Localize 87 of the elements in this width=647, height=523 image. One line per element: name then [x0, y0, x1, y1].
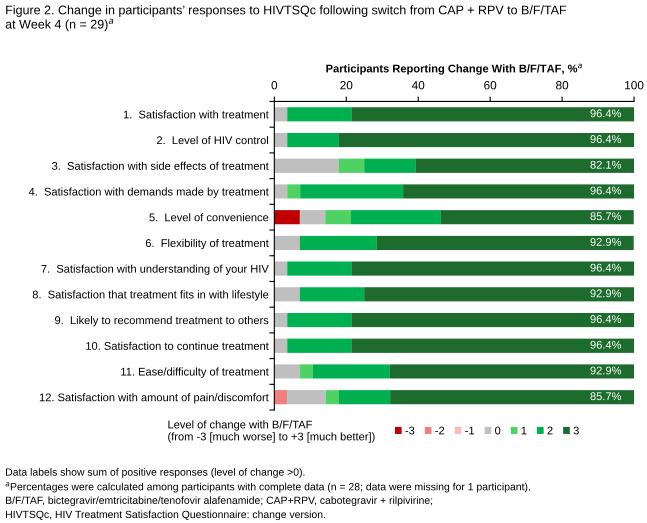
- legend-label: -1: [465, 426, 474, 434]
- annotation: 92.9%: [590, 366, 622, 374]
- bar: [416, 158, 634, 173]
- legend-label: 0: [495, 426, 500, 434]
- annotation: 82.1%: [590, 160, 622, 169]
- bar: [287, 184, 300, 199]
- y-tick-label: 5. Level of convenience: [149, 213, 268, 222]
- bar: [274, 184, 288, 199]
- bar: [338, 132, 634, 148]
- bar: [364, 158, 416, 173]
- bar: [352, 338, 634, 353]
- text: HIVTSQc, HIV Treatment Satisfaction Questionnaire: change version.: [6, 510, 325, 520]
- bar: [300, 287, 364, 302]
- bar: [274, 236, 300, 250]
- annotation: 96.4%: [590, 186, 622, 194]
- bar: [390, 364, 634, 379]
- y-tick-label: 7. Satisfaction with understanding of your HIV: [41, 264, 269, 275]
- y-tick-label: 10. Satisfaction to continue treatment: [86, 342, 269, 350]
- legend-title: Level of change with B/F/TAF (from -3 [much worse] to +3 [much better]): [168, 420, 375, 443]
- bar: [274, 312, 288, 328]
- bar: [312, 364, 390, 379]
- legend-label: 3: [574, 426, 579, 434]
- bar: [403, 184, 634, 199]
- x-tick-label: 40: [412, 81, 424, 90]
- bar: [338, 390, 390, 404]
- bar: [338, 158, 364, 173]
- text: $^{a}$Percentages were calculated among participants with complete data (n = 28; data were missing for 1 participant).: [6, 482, 530, 492]
- x-tick-label: 60: [484, 81, 496, 90]
- bar: [274, 287, 300, 302]
- bar: [364, 287, 634, 302]
- y-tick-label: 11. Ease/difficulty of treatment: [121, 367, 269, 378]
- annotation: 85.7%: [590, 392, 622, 400]
- bar: [274, 364, 300, 379]
- x-tick-label: 80: [556, 81, 568, 90]
- bar: [325, 210, 351, 224]
- y-tick-label: 2. Level of HIV control: [156, 136, 268, 144]
- legend-label: -3: [405, 426, 414, 434]
- y-tick-label: 8. Satisfaction that treatment fits in with lifestyle: [32, 290, 268, 301]
- x-tick-label: 100: [625, 81, 644, 90]
- chart-title: Figure 2. Change in participants’ responses to HIVTSQc following switch from CAP + RPV to B/F/TAF at Week 4 (n = 29)$^{a}$: [6, 5, 566, 32]
- annotation: 96.4%: [590, 109, 622, 118]
- y-tick-label: 3. Satisfaction with side effects of treatment: [52, 162, 269, 170]
- annotation: 96.4%: [590, 135, 622, 144]
- bar: [274, 210, 300, 224]
- y-tick-label: 1. Satisfaction with treatment: [124, 110, 269, 118]
- bar: [274, 390, 288, 404]
- legend-label: -2: [435, 426, 444, 434]
- annotation: 85.7%: [590, 212, 622, 220]
- x-axis-title: Participants Reporting Change With B/F/TAF, %$^{a}$: [326, 64, 582, 75]
- bar: [352, 107, 634, 122]
- bar: [274, 338, 288, 353]
- annotation: 96.4%: [590, 315, 622, 324]
- x-tick-label: 0: [272, 81, 278, 90]
- bar: [274, 132, 288, 148]
- x-tick-label: 20: [340, 81, 352, 90]
- bar: [390, 390, 634, 404]
- bar: [287, 338, 352, 353]
- legend-label: 2: [548, 426, 553, 434]
- bar: [350, 210, 441, 224]
- annotation: 92.9%: [590, 289, 622, 298]
- annotation: 96.4%: [590, 340, 622, 349]
- bar: [287, 262, 352, 276]
- bar: [300, 364, 313, 379]
- bar: [287, 390, 326, 404]
- bar: [376, 236, 634, 250]
- bar: [352, 312, 634, 328]
- bar: [274, 158, 339, 173]
- bar: [300, 236, 377, 250]
- bar: [326, 390, 339, 404]
- bar: [352, 262, 634, 276]
- bar: [287, 107, 352, 122]
- bar: [287, 312, 352, 328]
- bar: [274, 107, 288, 122]
- y-tick-label: 12. Satisfaction with amount of pain/discomfort: [40, 393, 269, 404]
- annotation: 96.4%: [590, 264, 622, 272]
- y-tick-label: 9. Likely to recommend treatment to others: [55, 316, 268, 326]
- text: B/F/TAF, bictegravir/emtricitabine/tenofovir alafenamide; CAP+RPV, cabotegravir + rilpivirine;: [6, 496, 432, 506]
- y-tick-label: 4. Satisfaction with demands made by treatment: [28, 187, 269, 198]
- bar: [287, 132, 339, 148]
- bar: [300, 210, 326, 224]
- bar: [274, 262, 288, 276]
- legend-label: 1: [522, 426, 526, 434]
- bar: [300, 184, 404, 199]
- text: Data labels show sum of positive responses (level of change >0).: [6, 468, 304, 478]
- bar: [440, 210, 634, 224]
- y-tick-label: 6. Flexibility of treatment: [146, 238, 269, 250]
- annotation: 92.9%: [590, 238, 622, 246]
